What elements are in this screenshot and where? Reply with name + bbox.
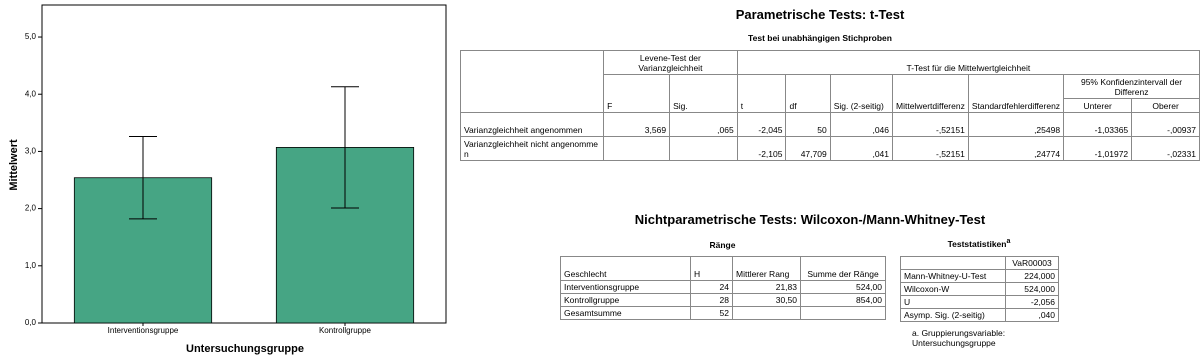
ranks-table: Geschlecht H Mittlerer Rang Summe der Ränge… xyxy=(560,256,886,320)
cell: 52 xyxy=(690,306,733,320)
ttest-table-wrap: Levene-Test der Varianzgleichheit T-Test … xyxy=(459,50,1200,161)
x-tick-label: Kontrollgruppe xyxy=(319,326,372,335)
stats-footnote: a. Gruppierungsvariable: Untersuchungsgr… xyxy=(912,328,1006,348)
cell: 28 xyxy=(690,293,733,307)
cell: -2,105 xyxy=(736,136,787,161)
corner-cell xyxy=(459,50,605,113)
cell: 24 xyxy=(690,280,733,294)
row-label: Asymp. Sig. (2-seitig) xyxy=(900,308,1006,322)
column-header: Sig. xyxy=(669,74,738,113)
data-row: U -2,056 xyxy=(900,295,1059,309)
y-tick-label: 3,0 xyxy=(25,147,37,156)
cell: 524,00 xyxy=(800,280,886,294)
ttest-table: Levene-Test der Varianzgleichheit T-Test … xyxy=(459,50,1200,161)
cell xyxy=(732,306,801,320)
cell: 3,569 xyxy=(603,112,671,137)
ranks-table-wrap: Geschlecht H Mittlerer Rang Summe der Ränge… xyxy=(560,256,886,320)
row-label: Kontrollgruppe xyxy=(560,293,691,307)
column-header: t xyxy=(736,74,787,113)
cell: 21,83 xyxy=(732,280,801,294)
cell: -,00937 xyxy=(1131,112,1200,137)
cell: -2,045 xyxy=(736,112,787,137)
row-label: Varianzgleichheit nicht angenommen xyxy=(459,136,605,161)
stats-title-wrap: Teststatistikena xyxy=(900,237,1058,249)
cell: -1,01972 xyxy=(1063,136,1133,161)
stats-table: VaR00003 Mann-Whitney-U-Test 224,000 Wilcox… xyxy=(900,256,1059,322)
data-row: Asymp. Sig. (2-seitig) ,040 xyxy=(900,308,1059,322)
cell: -,02331 xyxy=(1131,136,1200,161)
column-header: 95% Konfidenzintervall der Differenz xyxy=(1063,74,1200,99)
ttest-subtitle: Test bei unabhängigen Stichproben xyxy=(748,33,892,43)
row-label: U xyxy=(900,295,1006,309)
cell: -1,03365 xyxy=(1063,112,1133,137)
column-header: Summe der Ränge xyxy=(800,256,886,281)
data-row: Kontrollgruppe 28 30,50 854,00 xyxy=(560,293,886,307)
data-row: Mann-Whitney-U-Test 224,000 xyxy=(900,269,1059,283)
row-label: Varianzgleichheit angenommen xyxy=(459,112,605,137)
column-header: df xyxy=(785,74,831,113)
data-row: Varianzgleichheit angenommen 3,569,065 -2,… xyxy=(459,112,1200,137)
column-header: Mittelwertdifferenz xyxy=(892,74,969,113)
cell: -2,056 xyxy=(1005,295,1059,309)
row-label: Wilcoxon-W xyxy=(900,282,1006,296)
row-label: Mann-Whitney-U-Test xyxy=(900,269,1006,283)
header-row: VaR00003 xyxy=(900,256,1059,270)
cell xyxy=(800,306,886,320)
nonparam-title: Nichtparametrische Tests: Wilcoxon-/Mann… xyxy=(634,212,986,227)
cell: 50 xyxy=(785,112,831,137)
row-label: Interventionsgruppe xyxy=(560,280,691,294)
chart: Mittelwert Untersuchungsgruppe 0,0 1,0 2,0… xyxy=(8,4,447,355)
header-row: F Sig. t df Sig. (2-seitig) Mittelwertdiffere… xyxy=(461,74,1200,113)
data-row: Wilcoxon-W 524,000 xyxy=(900,282,1059,296)
cell: ,046 xyxy=(829,112,894,137)
column-header: Standardfehlerdifferenz xyxy=(967,74,1065,113)
x-tick-label: Interventionsgruppe xyxy=(108,326,179,335)
column-header: Mittlerer Rang xyxy=(732,256,801,281)
cell: -,52151 xyxy=(892,112,969,137)
header-row: Geschlecht H Mittlerer Rang Summe der Ränge xyxy=(560,256,886,281)
column-header: H xyxy=(690,256,733,281)
data-row: Varianzgleichheit nicht angenommen -2,105… xyxy=(459,136,1200,161)
row-label: Gesamtsumme xyxy=(560,306,691,320)
data-row: Interventionsgruppe 24 21,83 524,00 xyxy=(560,280,886,294)
cell: 47,709 xyxy=(785,136,831,161)
cell: 854,00 xyxy=(800,293,886,307)
x-axis-label: Untersuchungsgruppe xyxy=(186,343,304,355)
cell: 224,000 xyxy=(1005,269,1059,283)
cell: ,25498 xyxy=(967,112,1065,137)
cell: 524,000 xyxy=(1005,282,1059,296)
stats-table-wrap: VaR00003 Mann-Whitney-U-Test 224,000 Wilcox… xyxy=(900,256,1059,322)
header-row: Levene-Test der Varianzgleichheit T-Test … xyxy=(459,50,1200,113)
y-axis-label: Mittelwert xyxy=(8,139,20,191)
ranks-title: Ränge xyxy=(709,240,736,250)
y-tick-label: 2,0 xyxy=(25,204,37,213)
column-header: F xyxy=(603,74,671,113)
y-tick-label: 5,0 xyxy=(25,32,37,41)
cell: ,24774 xyxy=(967,136,1065,161)
y-tick-label: 0,0 xyxy=(25,318,37,327)
column-header: Unterer xyxy=(1063,98,1133,113)
column-header: Geschlecht xyxy=(560,256,691,281)
y-tick-label: 1,0 xyxy=(25,261,37,270)
stats-title: Teststatistiken xyxy=(947,238,1007,249)
group-header: Levene-Test der Varianzgleichheit xyxy=(603,50,738,75)
group-header: T-Test für die Mittelwertgleichheit xyxy=(736,50,1200,75)
header-row: Unterer Oberer xyxy=(461,98,1200,113)
cell: 30,50 xyxy=(732,293,801,307)
corner-cell xyxy=(900,256,1006,270)
cell xyxy=(603,136,671,161)
ttest-title: Parametrische Tests: t-Test xyxy=(735,7,905,22)
data-row: Gesamtsumme 52 xyxy=(560,306,886,320)
cell xyxy=(669,136,738,161)
column-header: Sig. (2-seitig) xyxy=(829,74,894,113)
cell: ,041 xyxy=(829,136,894,161)
cell: -,52151 xyxy=(892,136,969,161)
y-tick-label: 4,0 xyxy=(25,89,37,98)
stats-title-note: a xyxy=(1006,237,1011,245)
column-header: VaR00003 xyxy=(1005,256,1059,270)
column-header: Oberer xyxy=(1131,98,1200,113)
cell: ,065 xyxy=(669,112,738,137)
cell: ,040 xyxy=(1005,308,1059,322)
